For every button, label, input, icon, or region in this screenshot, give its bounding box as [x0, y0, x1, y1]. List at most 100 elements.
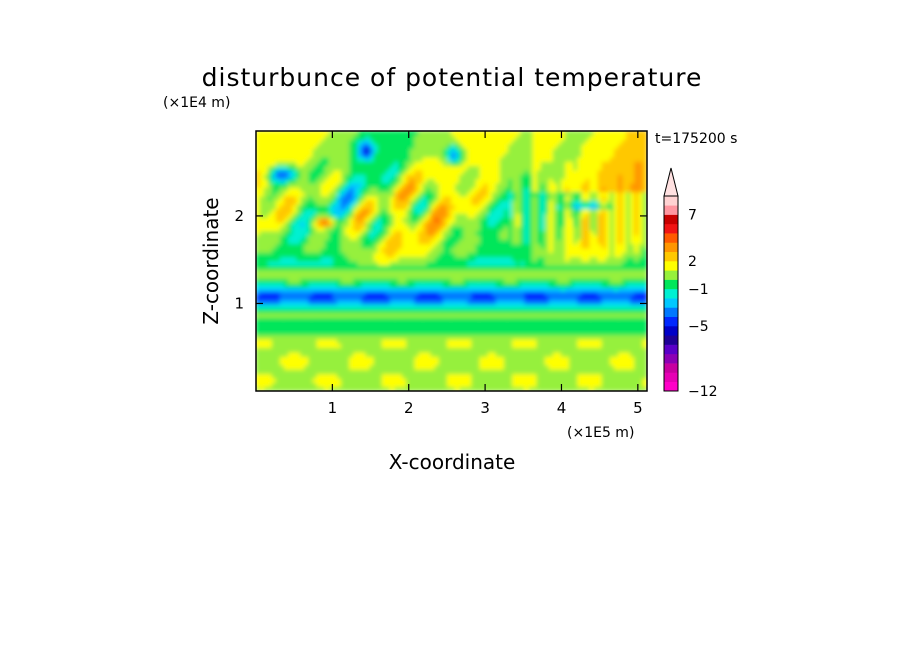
field-cell — [516, 355, 522, 362]
field-cell — [332, 212, 338, 219]
field-cell — [267, 152, 273, 158]
field-cell — [483, 282, 489, 288]
field-cell — [336, 225, 343, 232]
field-cell — [275, 342, 281, 349]
field-cell — [377, 191, 383, 197]
field-cell — [499, 191, 505, 197]
temperature-field — [256, 131, 647, 391]
field-cell — [308, 277, 314, 284]
field-cell — [532, 260, 538, 266]
field-cell — [577, 208, 583, 214]
field-cell — [459, 273, 465, 279]
field-cell — [451, 131, 457, 136]
field-cell — [495, 199, 501, 206]
field-cell — [271, 221, 277, 227]
field-cell — [426, 169, 432, 175]
field-cell — [516, 260, 522, 266]
field-cell — [508, 286, 514, 292]
field-cell — [304, 165, 310, 171]
field-cell — [410, 312, 416, 318]
field-cell — [544, 225, 550, 232]
field-cell — [455, 199, 461, 206]
field-cell — [434, 360, 440, 366]
field-cell — [446, 299, 452, 305]
field-cell — [532, 186, 538, 193]
field-cell — [381, 282, 387, 288]
field-cell — [467, 260, 473, 266]
field-cell — [503, 377, 510, 383]
field-cell — [402, 173, 408, 180]
field-cell — [418, 312, 424, 318]
field-cell — [275, 260, 281, 266]
field-cell — [389, 221, 395, 227]
field-cell — [300, 152, 306, 158]
field-cell — [516, 217, 522, 223]
field-cell — [398, 169, 404, 175]
field-cell — [288, 178, 294, 184]
field-cell — [544, 347, 550, 353]
field-cell — [520, 221, 526, 227]
field-cell — [389, 373, 395, 379]
field-cell — [288, 338, 294, 344]
field-cell — [292, 316, 298, 323]
field-cell — [393, 152, 400, 158]
field-cell — [548, 182, 554, 188]
field-cell — [336, 381, 343, 388]
field-cell — [495, 260, 501, 266]
field-cell — [369, 230, 375, 236]
field-cell — [516, 165, 522, 171]
field-cell — [406, 199, 412, 206]
field-cell — [426, 347, 432, 353]
field-cell — [434, 386, 440, 391]
field-cell — [467, 251, 473, 258]
field-cell — [267, 230, 273, 236]
field-cell — [402, 221, 408, 227]
field-cell — [536, 364, 542, 370]
field-cell — [503, 321, 510, 327]
field-cell — [357, 221, 363, 227]
field-cell — [256, 368, 261, 375]
field-cell — [349, 247, 355, 253]
field-cell — [544, 139, 550, 145]
field-cell — [524, 221, 530, 227]
field-cell — [279, 386, 286, 391]
field-cell — [430, 269, 436, 275]
field-cell — [503, 386, 510, 391]
field-cell — [585, 260, 591, 266]
field-cell — [589, 234, 595, 240]
field-cell — [577, 360, 583, 366]
field-cell — [569, 173, 575, 180]
field-cell — [565, 199, 571, 206]
field-cell — [256, 173, 261, 180]
field-cell — [471, 269, 477, 275]
field-cell — [487, 173, 493, 180]
field-cell — [406, 152, 412, 158]
field-cell — [573, 303, 579, 310]
field-cell — [284, 147, 290, 154]
field-cell — [459, 178, 465, 184]
field-cell — [312, 186, 318, 193]
field-cell — [308, 230, 314, 236]
field-cell — [345, 295, 351, 301]
field-cell — [373, 143, 379, 149]
field-cell — [499, 342, 505, 349]
field-cell — [560, 308, 567, 314]
field-cell — [532, 277, 538, 284]
field-cell — [304, 295, 310, 301]
field-cell — [438, 342, 444, 349]
field-cell — [569, 329, 575, 336]
field-cell — [434, 334, 440, 340]
field-cell — [381, 299, 387, 305]
field-cell — [398, 325, 404, 331]
field-cell — [406, 204, 412, 210]
field-cell — [377, 264, 383, 271]
field-cell — [267, 234, 273, 240]
field-cell — [577, 204, 583, 210]
field-cell — [524, 212, 530, 219]
field-cell — [577, 186, 583, 193]
field-cell — [349, 191, 355, 197]
field-cell — [398, 156, 404, 162]
field-cell — [434, 264, 440, 271]
field-cell — [508, 199, 514, 206]
field-cell — [442, 290, 448, 297]
